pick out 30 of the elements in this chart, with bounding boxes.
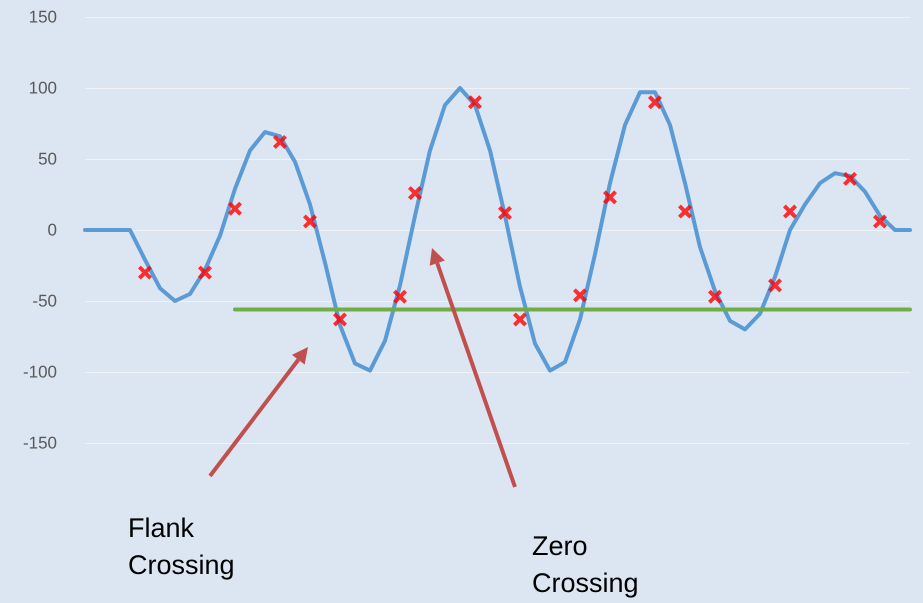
- point: [873, 214, 887, 228]
- point: [468, 95, 482, 110]
- y-tick-label: -100: [22, 362, 57, 382]
- point: [783, 204, 797, 219]
- y-tick-label: 150: [28, 8, 57, 26]
- point: [843, 172, 857, 186]
- y-tick-label: 0: [48, 220, 57, 240]
- point: [603, 190, 617, 204]
- line-series: [83, 86, 912, 373]
- y-tick-label: -50: [32, 292, 57, 310]
- text: Zero Crossing: [532, 530, 639, 600]
- y-tick-label: -150: [22, 434, 57, 452]
- y-tick-label: 100: [28, 78, 57, 98]
- point: [573, 288, 587, 302]
- point: [138, 266, 152, 280]
- y-tick-label: 50: [38, 150, 57, 168]
- point: [303, 214, 317, 228]
- point: [408, 186, 422, 200]
- point: [498, 206, 512, 220]
- text: Flank Crossing: [128, 512, 235, 582]
- point: [513, 312, 527, 326]
- point: [273, 134, 287, 149]
- point: [708, 290, 722, 304]
- point: [198, 266, 212, 280]
- point: [393, 290, 407, 304]
- point: [678, 204, 692, 219]
- point: [768, 278, 782, 292]
- point: [228, 202, 242, 216]
- point: [648, 95, 662, 110]
- point: [333, 312, 347, 326]
